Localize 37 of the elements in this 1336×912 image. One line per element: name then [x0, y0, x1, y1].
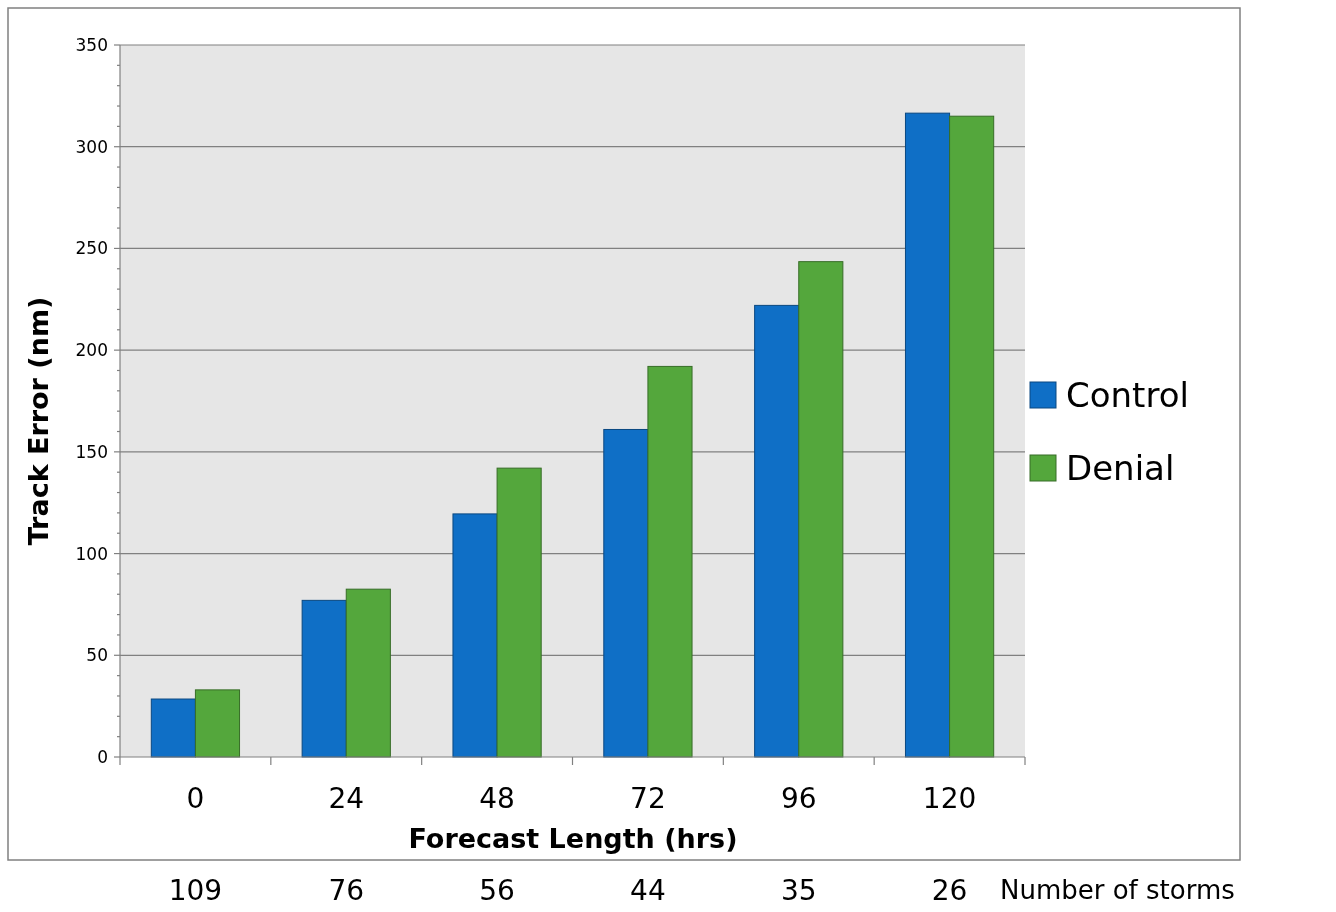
x-tick-label: 120	[922, 782, 977, 815]
y-tick-label: 350	[75, 35, 108, 55]
bar	[798, 261, 844, 758]
x-tick-label: 72	[630, 782, 666, 815]
bar	[194, 689, 241, 758]
text: 44	[630, 873, 666, 907]
bar	[452, 513, 498, 758]
bar	[150, 698, 196, 758]
text: 109	[168, 873, 223, 907]
bar	[949, 115, 995, 758]
y-tick-label: 100	[75, 543, 108, 564]
y-tick-label: 0	[97, 747, 108, 767]
y-tick-label: 300	[75, 136, 108, 157]
bar	[647, 365, 693, 758]
x-tick-label: 48	[479, 782, 515, 815]
x-axis-title: Forecast Length (hrs)	[408, 823, 738, 854]
bar	[904, 112, 951, 758]
y-axis-title: Track Error (nm)	[23, 296, 54, 546]
y-tick-label: 150	[75, 441, 108, 462]
bar	[603, 428, 649, 758]
text: 35	[780, 873, 817, 907]
bar	[496, 467, 542, 758]
legend-label: Denial	[1066, 448, 1175, 488]
bar	[301, 599, 347, 758]
text: 26	[931, 873, 968, 907]
y-tick-label: 50	[86, 645, 108, 666]
y-tick-label: 200	[75, 340, 108, 361]
text: Number of storms	[1000, 875, 1235, 905]
y-tick-label: 250	[75, 238, 108, 259]
x-tick-label: 24	[328, 782, 365, 815]
x-tick-label: 0	[186, 782, 205, 815]
legend-label: Control	[1066, 375, 1189, 415]
x-tick-label: 96	[780, 782, 817, 815]
text: 56	[479, 873, 515, 907]
bar	[345, 588, 391, 758]
text: 76	[328, 873, 365, 907]
bar	[754, 304, 800, 758]
